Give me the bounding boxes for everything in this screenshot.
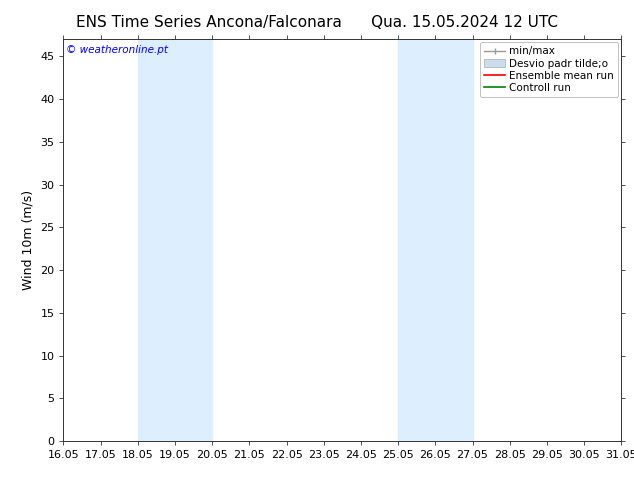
- Bar: [398, 39, 472, 441]
- Y-axis label: Wind 10m (m/s): Wind 10m (m/s): [22, 190, 35, 290]
- Text: ENS Time Series Ancona/Falconara      Qua. 15.05.2024 12 UTC: ENS Time Series Ancona/Falconara Qua. 15…: [76, 15, 558, 30]
- Legend: min/max, Desvio padr tilde;o, Ensemble mean run, Controll run: min/max, Desvio padr tilde;o, Ensemble m…: [480, 42, 618, 97]
- Bar: [138, 39, 212, 441]
- Text: © weatheronline.pt: © weatheronline.pt: [66, 45, 168, 55]
